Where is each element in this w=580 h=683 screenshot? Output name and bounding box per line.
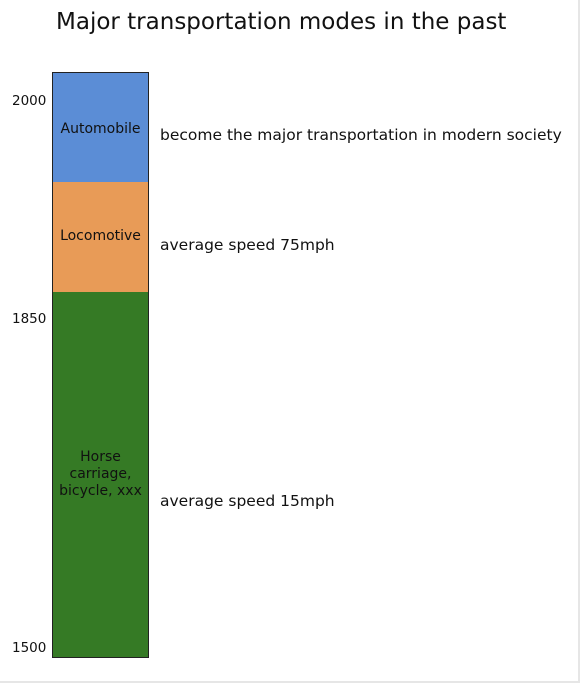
horse-period-block: Horse carriage, bicycle, xxx [52, 292, 149, 658]
year-label-1850: 1850 [12, 311, 47, 327]
automobile-period-block: Automobile [52, 72, 149, 183]
horse-note: average speed 15mph [160, 492, 335, 510]
year-label-2000: 2000 [12, 93, 47, 109]
diagram-title: Major transportation modes in the past [56, 9, 507, 35]
year-label-1500: 1500 [12, 640, 47, 656]
automobile-label: Automobile [60, 121, 141, 137]
locomotive-note: average speed 75mph [160, 236, 335, 254]
locomotive-label: Locomotive [60, 228, 141, 244]
horse-carriage-label: Horse carriage, bicycle, xxx [59, 449, 142, 499]
locomotive-period-block: Locomotive [52, 182, 149, 293]
automobile-note: become the major transportation in moder… [160, 126, 562, 144]
